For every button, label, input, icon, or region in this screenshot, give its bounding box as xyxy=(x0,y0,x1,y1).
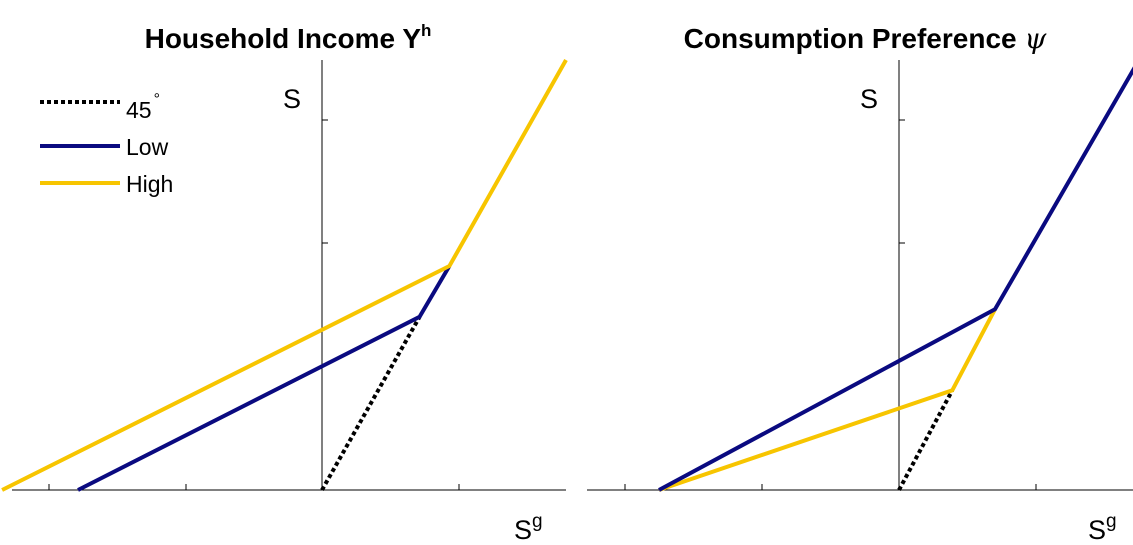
y-axis-label: S xyxy=(283,84,301,114)
legend: 45 ° Low High xyxy=(40,91,173,197)
chart-title: Consumption Preference ψ xyxy=(684,22,1048,55)
legend-label-45: 45 ° xyxy=(126,91,160,123)
series-line-45 xyxy=(320,315,422,491)
series-line-low xyxy=(77,264,452,492)
series-line-high xyxy=(1,59,568,492)
series-line-45 xyxy=(897,389,955,491)
chart-title: Household Income Yh xyxy=(145,21,432,54)
panel-consumption-preference: Consumption Preference ψ S Sg xyxy=(587,22,1133,545)
x-axis-label: Sg xyxy=(1088,511,1117,545)
series-group xyxy=(1,59,568,492)
series-line-low xyxy=(658,66,1133,492)
legend-label-high: High xyxy=(126,171,173,197)
series-line-high xyxy=(658,308,997,492)
panel-household-income: Household Income Yh S Sg 45 ° Low High xyxy=(1,21,568,545)
series-group xyxy=(658,66,1133,492)
legend-label-low: Low xyxy=(126,134,169,160)
y-axis-label: S xyxy=(860,84,878,114)
x-axis-label: Sg xyxy=(514,511,543,545)
